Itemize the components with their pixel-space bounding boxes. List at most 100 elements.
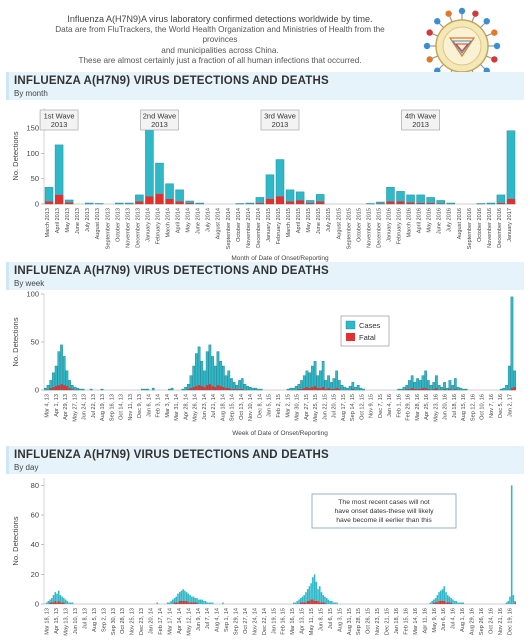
bar-cases bbox=[302, 375, 306, 391]
bar-cases bbox=[327, 375, 330, 391]
bar-fatal bbox=[187, 389, 190, 390]
y-tick-label: 100 bbox=[26, 290, 39, 299]
bar-fatal bbox=[222, 387, 225, 390]
bar-cases bbox=[257, 388, 260, 391]
bar-cases bbox=[89, 388, 93, 391]
x-tick-label: October 2015 bbox=[356, 208, 362, 242]
logo-spike-head bbox=[483, 18, 490, 25]
bar-fatal bbox=[450, 602, 452, 604]
bar-cases bbox=[507, 601, 509, 604]
bar-cases bbox=[68, 602, 70, 604]
bar-cases bbox=[329, 601, 331, 604]
x-tick-label: April 2016 bbox=[417, 208, 423, 233]
bar-fatal bbox=[308, 601, 311, 604]
x-tick-label: Nov 21, 16 bbox=[498, 608, 504, 635]
bar-cases bbox=[306, 589, 309, 604]
bar-cases bbox=[211, 602, 214, 604]
bar-cases bbox=[195, 202, 204, 205]
bar-fatal bbox=[440, 601, 442, 604]
bar-cases bbox=[448, 596, 451, 604]
bar-cases bbox=[416, 378, 419, 391]
wave-annotation-label: 1st Wave bbox=[44, 112, 75, 121]
bar-fatal bbox=[310, 599, 312, 604]
bar-cases bbox=[199, 599, 202, 604]
bar-cases bbox=[443, 382, 446, 391]
bar-cases bbox=[170, 387, 174, 391]
bar-fatal bbox=[211, 386, 214, 390]
bar-fatal bbox=[335, 388, 338, 390]
y-tick-label: 0 bbox=[35, 600, 39, 609]
chart-subtitle: By month bbox=[14, 89, 48, 98]
bar-cases bbox=[312, 577, 314, 604]
bar-cases bbox=[505, 384, 508, 391]
bar-cases bbox=[222, 602, 224, 604]
bar-cases bbox=[181, 388, 185, 391]
logo-spike-head bbox=[493, 42, 501, 50]
bar-cases bbox=[325, 598, 328, 604]
recent-cases-note-line: have become ill eerlier than this bbox=[336, 517, 432, 524]
y-tick-label: 50 bbox=[31, 338, 39, 347]
x-tick-label: November 2014 bbox=[246, 208, 252, 248]
bar-cases bbox=[115, 202, 124, 205]
bar-cases bbox=[248, 386, 252, 391]
bar-cases bbox=[84, 202, 94, 205]
bar-fatal bbox=[197, 385, 201, 390]
x-tick-label: Jan 19, 15 bbox=[271, 608, 277, 634]
bar-fatal bbox=[424, 388, 427, 390]
bar-fatal bbox=[57, 601, 60, 604]
wave-annotation-box bbox=[39, 109, 79, 131]
x-tick-label: May 26, 14 bbox=[193, 394, 199, 422]
bar-fatal bbox=[427, 389, 430, 390]
x-tick-label: Apr 28, 14 bbox=[183, 394, 189, 420]
bar-fatal bbox=[513, 387, 516, 390]
bar-cases bbox=[293, 602, 295, 604]
bar-fatal bbox=[180, 601, 183, 604]
bar-cases bbox=[431, 601, 433, 604]
bar-fatal bbox=[421, 388, 425, 390]
x-tick-label: Jul 6, 15 bbox=[328, 608, 334, 629]
bar-cases bbox=[204, 601, 207, 604]
x-tick-label: March 2013 bbox=[45, 208, 51, 238]
bar-cases bbox=[455, 601, 458, 604]
bar-fatal bbox=[432, 389, 435, 390]
bar-cases bbox=[445, 387, 449, 391]
bar-cases bbox=[189, 595, 191, 604]
bar-fatal bbox=[435, 388, 438, 390]
x-tick-label: Nov 9, 15 bbox=[369, 394, 375, 418]
x-tick-label: Aug 29, 16 bbox=[470, 608, 476, 635]
bar-fatal bbox=[265, 198, 274, 204]
bar-fatal bbox=[233, 389, 236, 390]
header-description: Influenza A(H7N9)A virus laboratory conf… bbox=[50, 14, 390, 67]
bar-fatal bbox=[396, 201, 405, 204]
bar-fatal bbox=[187, 602, 190, 604]
bar-fatal bbox=[195, 386, 198, 390]
bar-cases bbox=[320, 592, 323, 604]
bar-cases bbox=[251, 387, 255, 391]
bar-fatal bbox=[235, 389, 238, 390]
bar-cases bbox=[54, 592, 57, 604]
x-tick-label: Sep 29, 14 bbox=[234, 608, 240, 635]
x-tick-label: February 2014 bbox=[155, 208, 161, 244]
y-tick-label: 0 bbox=[35, 200, 39, 209]
bar-fatal bbox=[448, 602, 451, 604]
bar-fatal bbox=[192, 387, 195, 390]
bar-fatal bbox=[317, 601, 319, 604]
bar-fatal bbox=[308, 388, 311, 390]
bar-cases bbox=[453, 378, 457, 391]
bar-cases bbox=[351, 382, 355, 391]
x-tick-label: June 2013 bbox=[75, 208, 81, 234]
bar-fatal bbox=[196, 602, 198, 604]
bar-cases bbox=[510, 485, 513, 604]
chart-title: INFLUENZA A(H7N9) VIRUS DETECTIONS AND D… bbox=[14, 75, 329, 87]
bar-cases bbox=[208, 602, 210, 604]
bar-cases bbox=[44, 387, 47, 391]
bar-cases bbox=[464, 388, 468, 391]
bar-cases bbox=[184, 386, 187, 391]
bar-fatal bbox=[319, 388, 322, 390]
bar-fatal bbox=[303, 602, 305, 604]
bar-cases bbox=[45, 602, 48, 604]
bar-cases bbox=[143, 388, 147, 391]
bar-fatal bbox=[216, 385, 220, 390]
wave-annotation-label: 2nd Wave bbox=[143, 112, 177, 121]
x-tick-label: Dec 23, 13 bbox=[139, 608, 145, 635]
